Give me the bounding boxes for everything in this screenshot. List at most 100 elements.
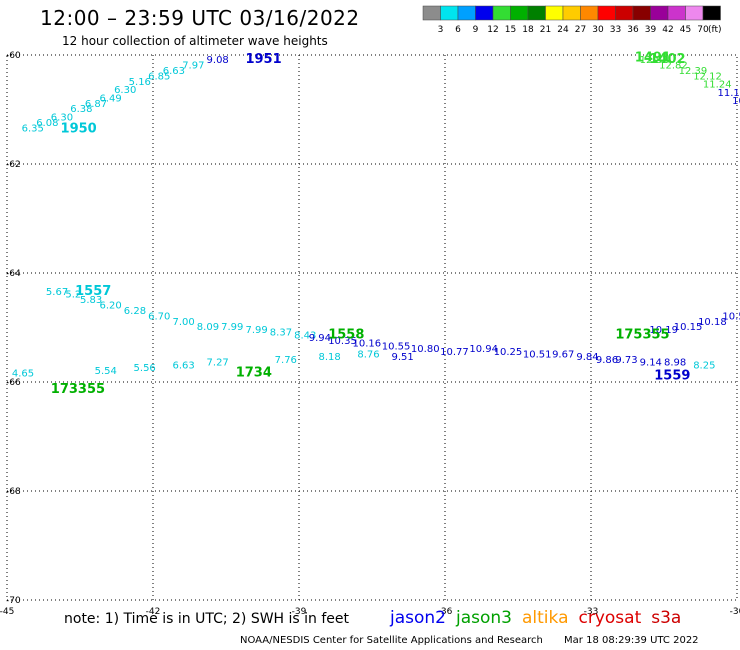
y-tick-label: -66 [6,378,21,388]
swh-value-label: 5.54 [95,366,117,377]
track-time-label: 1402 [649,52,685,67]
swh-value-label: 8.76 [357,349,379,360]
colorbar-tick-label: 42 [662,25,673,35]
track-time-label: 1734 [236,366,272,381]
swh-value-label: 9.67 [552,349,574,360]
y-tick-label: -68 [6,487,21,497]
y-tick-label: -70 [6,596,21,606]
y-tick-label: -64 [6,269,21,279]
swh-value-label: 8.98 [664,358,686,369]
swh-value-label: 12.82 [640,55,669,66]
swh-value-label: 10.98 [732,96,740,107]
swh-value-label: 9.84 [576,352,598,363]
swh-value-label: 10.77 [440,347,469,358]
swh-value-label: 7.97 [182,61,204,72]
swh-value-label: 9.86 [596,355,618,366]
colorbar-tick-label: 39 [645,25,657,35]
swh-value-label: 6.35 [22,123,44,134]
y-tick-label: -62 [6,160,21,170]
track-time-label: 175355 [615,327,669,342]
swh-value-label: 10.51 [523,349,552,360]
swh-value-label: 10.53 [722,311,740,322]
swh-value-label: 6.70 [148,311,170,322]
plot-frame [6,54,738,601]
swh-value-label: 10.19 [649,325,678,336]
swh-value-label: 10.18 [698,317,727,328]
footnote: note: 1) Time is in UTC; 2) SWH is in fe… [64,611,350,627]
track-time-label: 1491 [635,51,671,66]
credit-footer: NOAA/NESDIS Center for Satellite Applica… [240,635,699,646]
swh-value-label: 6.30 [51,112,73,123]
x-tick-label: -30 [730,607,740,617]
source-credit: NOAA/NESDIS Center for Satellite Applica… [240,635,543,646]
swh-value-label: 10.94 [469,344,498,355]
track-time-label: 1558 [328,327,364,342]
colorbar-tick-label: 36 [627,25,639,35]
satellite-jason3: jason3 [456,608,512,628]
swh-value-label: 9.73 [615,355,637,366]
colorbar-tick-label: 33 [610,25,621,35]
x-tick-label: -45 [0,607,14,617]
swh-value-label: 8.37 [270,328,292,339]
swh-value-label: 4.65 [12,369,34,380]
swh-value-label: 10.16 [353,339,382,350]
swh-value-label: 10.80 [411,344,440,355]
colorbar-tick-label: 21 [540,25,551,35]
swh-value-label: 6.28 [124,306,146,317]
x-tick-label: -42 [146,607,161,617]
colorbar-swatch [702,5,721,21]
swh-value-label: 6.87 [85,99,107,110]
chart-title: 12:00 – 23:59 UTC 03/16/2022 [40,6,360,30]
x-tick-label: -39 [292,607,307,617]
satellite-legend: jason2 jason3 altika cryosat s3a [390,608,691,628]
x-tick-label: -36 [438,607,453,617]
colorbar-tick-label: 9 [473,25,479,35]
swh-value-label: 12.12 [693,72,722,83]
swh-value-label: 8.09 [197,322,219,333]
swh-value-label: 5.83 [80,295,102,306]
swh-value-label: 10.15 [674,322,703,333]
colorbar-tick-label: 15 [505,25,516,35]
swh-value-label: 9.51 [391,352,413,363]
colorbar-legend: 3 6 9 12 15 18 21 24 27 30 33 36 39 42 45 70 (ft) [422,5,722,35]
colorbar-unit: (ft) [708,25,722,35]
track-time-label: 1559 [654,368,690,383]
swh-value-label: 11.24 [703,80,732,91]
colorbar-tick-label: 30 [592,25,604,35]
colorbar-tick-label: 12 [487,25,498,35]
swh-value-label: 5.2 [65,290,81,301]
swh-value-label: 6.85 [148,72,170,83]
chart-subtitle: 12 hour collection of altimeter wave hei… [62,34,328,48]
track-time-label: 1950 [61,121,97,136]
swh-value-label: 7.99 [245,325,267,336]
swh-value-label: 11.14 [718,88,740,99]
swh-value-label: 6.30 [114,85,136,96]
swh-value-label: 10.25 [494,347,523,358]
swh-value-label: 8.43 [294,330,316,341]
swh-value-label: 6.63 [163,66,185,77]
swh-value-label: 7.76 [275,355,297,366]
swh-value-label: 12.39 [679,66,708,77]
swh-value-label: 5.67 [46,287,68,298]
swh-value-label: 8.18 [318,352,340,363]
swh-value-label: 6.20 [99,300,121,311]
generation-timestamp: Mar 18 08:29:39 UTC 2022 [564,635,699,646]
swh-value-label: 7.99 [221,322,243,333]
track-time-label: 1557 [75,284,111,299]
colorbar-tick-label: 18 [522,25,534,35]
track-time-label: 1951 [245,52,281,67]
swh-value-label: 8.25 [693,360,715,371]
y-tick-label: -60 [6,51,21,61]
colorbar-tick-label: 24 [557,25,569,35]
swh-value-label: 12.82 [659,61,688,72]
swh-value-label: 6.08 [36,118,58,129]
swh-value-label: 5.16 [129,77,151,88]
swh-value-label: 9.08 [207,55,229,66]
swh-value-label: 7.27 [207,358,229,369]
colorbar-tick-label: 70 [697,25,709,35]
satellite-cryosat: cryosat [578,608,642,628]
satellite-jason2: jason2 [390,608,446,628]
swh-value-label: 7.00 [172,317,194,328]
swh-value-label: 10.55 [382,341,411,352]
colorbar-tick-label: 27 [575,25,586,35]
